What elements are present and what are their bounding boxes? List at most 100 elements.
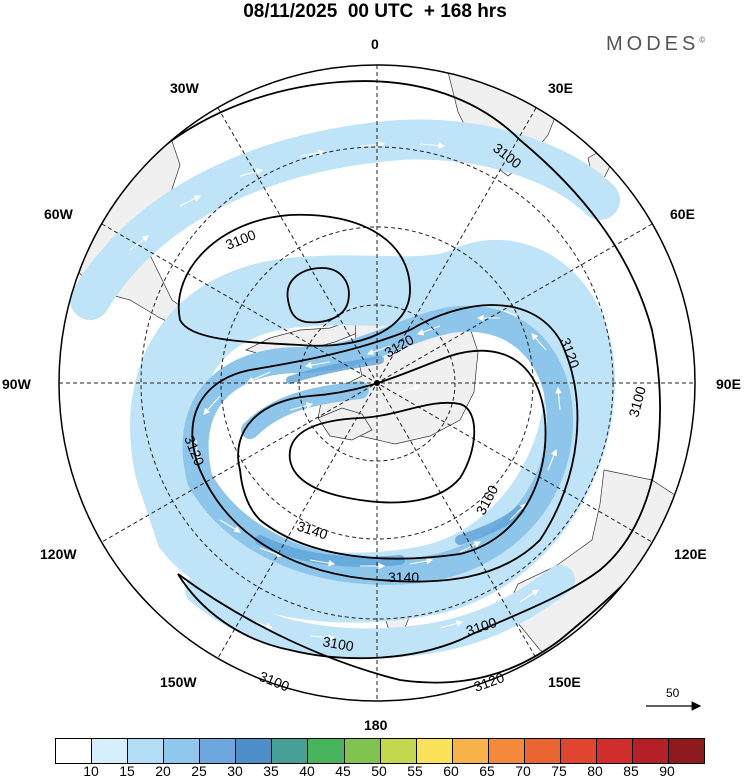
wind-arrow (459, 541, 481, 553)
colorbar-cell (344, 739, 381, 763)
colorbar-cell (488, 739, 525, 763)
colorbar (55, 738, 705, 764)
jet-band-outer (130, 240, 616, 623)
colorbar-tick-label: 80 (587, 763, 603, 779)
contour-3100-inner-ring (286, 267, 350, 324)
wind-arrow (519, 589, 539, 603)
wind-arrow (259, 547, 284, 558)
colorbar-tick-label: 10 (83, 763, 99, 779)
colorbar-tick-label: 85 (623, 763, 639, 779)
contour-label: 3100 (625, 384, 649, 418)
contour-label: 3140 (388, 569, 419, 585)
wind-arrow (309, 634, 336, 641)
colorbar-cell (416, 739, 453, 763)
lon-label-0: 0 (371, 36, 379, 52)
colorbar-cell (596, 739, 633, 763)
lon-label-150w: 150W (160, 674, 197, 690)
jet-max-central (286, 356, 384, 384)
wind-arrow (299, 149, 326, 157)
colorbar-tick-label: 30 (227, 763, 243, 779)
wind-arrow (179, 195, 201, 207)
wind-arrow (509, 503, 527, 521)
colorbar-tick-label: 70 (515, 763, 531, 779)
lon-label-120e: 120E (674, 546, 707, 562)
colorbar-cell (200, 739, 237, 763)
lon-label-60w: 60W (44, 206, 73, 222)
wind-arrow (585, 259, 599, 281)
wind-arrow (439, 620, 464, 629)
colorbar-cell (272, 739, 309, 763)
contour-3100-outer (59, 80, 661, 660)
wind-arrow (416, 325, 441, 336)
contour-3100-west-loop (177, 213, 411, 347)
wind-arrow (555, 386, 562, 411)
height-contours (59, 80, 691, 684)
wind-arrow (246, 371, 271, 383)
lon-label-60e: 60E (670, 206, 695, 222)
colorbar-tick-label: 75 (551, 763, 567, 779)
contour-3120-loop (191, 304, 579, 583)
map-title: 08/11/2025 00 UTC + 168 hrs (243, 1, 507, 22)
colorbar-cell (560, 739, 597, 763)
colorbar-cell (669, 739, 705, 763)
latitude-circle (220, 226, 534, 540)
wind-arrow (547, 448, 558, 471)
lon-label-90w: 90W (2, 376, 31, 392)
land-ross-shelf (317, 407, 373, 441)
wind-arrow (194, 439, 201, 464)
wind-vectors (129, 141, 617, 641)
wind-arrow (309, 559, 336, 567)
wind-arrow (399, 384, 422, 393)
wind-arrow (289, 402, 314, 411)
contour-3140-loop (237, 349, 547, 560)
wind-arrow (531, 333, 547, 351)
wind-arrow (239, 168, 264, 177)
colorbar-tick-label: 15 (119, 763, 135, 779)
wind-arrow (219, 519, 241, 533)
colorbar-cell (308, 739, 345, 763)
colorbar-cell (128, 739, 165, 763)
colorbar-cell (56, 739, 93, 763)
copyright-mark: © (699, 35, 706, 45)
contour-3160-loop (288, 401, 476, 504)
reference-arrow-icon (646, 701, 702, 711)
wind-arrow (129, 235, 149, 251)
brand-text: MODES (606, 33, 700, 55)
map-boundary (58, 64, 696, 702)
colorbar-cell (236, 739, 273, 763)
reference-vector-label: 50 (666, 686, 680, 700)
lon-label-120w: 120W (40, 546, 77, 562)
colorbar-cell (452, 739, 489, 763)
colorbar-tick-label: 25 (191, 763, 207, 779)
jet-band-northwest (70, 119, 620, 320)
wind-arrow (304, 361, 331, 369)
contour-label: 3100 (321, 633, 355, 654)
wind-arrow (409, 557, 434, 565)
colorbar-tick-label: 20 (155, 763, 171, 779)
colorbar-tick-label: 40 (299, 763, 315, 779)
colorbar-cell (380, 739, 417, 763)
colorbar-tick-label: 90 (659, 763, 675, 779)
wind-arrow (609, 319, 617, 344)
colorbar-cell (524, 739, 561, 763)
colorbar-tick-label: 45 (335, 763, 351, 779)
brand-logo: MODES© (606, 33, 705, 56)
colorbar-tick-label: 60 (443, 763, 459, 779)
colorbar-cell (92, 739, 129, 763)
lon-label-150e: 150E (548, 674, 581, 690)
wind-arrow (419, 142, 446, 149)
jet-core-loop (182, 305, 574, 585)
lon-label-90e: 90E (716, 376, 741, 392)
colorbar-cell (164, 739, 201, 763)
reference-vector: 50 (644, 686, 706, 716)
colorbar-tick-label: 55 (407, 763, 423, 779)
wind-arrow (366, 345, 391, 356)
jet-max-south (255, 535, 405, 567)
lon-label-30w: 30W (170, 80, 199, 96)
wind-arrow (359, 141, 386, 148)
colorbar-cell (633, 739, 670, 763)
wind-arrow (203, 395, 221, 415)
colorbar-tick-label: 35 (263, 763, 279, 779)
colorbar-tick-label: 50 (371, 763, 387, 779)
lon-label-30e: 30E (548, 80, 573, 96)
